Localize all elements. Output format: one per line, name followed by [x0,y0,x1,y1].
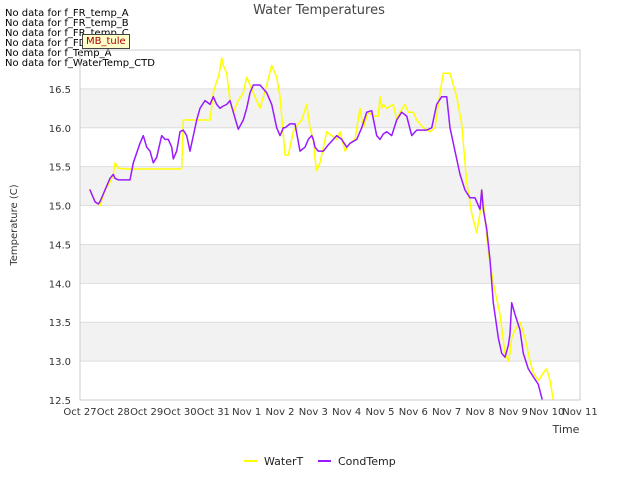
legend-label: CondTemp [338,455,396,468]
y-tick-label: 15.0 [49,202,71,213]
no-data-message: No data for f_FD_Temp_1 [5,38,130,49]
x-tick-label: Nov 5 [365,407,394,418]
y-tick-label: 14.5 [49,240,71,251]
y-axis-label: Temperature (C) [9,184,20,266]
x-tick-label: Nov 9 [499,407,528,418]
x-tick-label: Nov 11 [562,407,597,418]
y-tick-label: 14.0 [49,279,71,290]
y-tick-label: 16.5 [49,85,71,96]
no-data-message: No data for f_FR_temp_B [5,18,129,29]
site-tag: MB_tule [82,34,130,49]
y-tick-label: 16.0 [49,124,71,135]
series-line-watert [89,57,555,400]
x-tick-label: Nov 4 [332,407,361,418]
no-data-message: No data for f_Temp_A [5,48,112,59]
x-tick-label: Oct 28 [97,407,130,418]
no-data-message: No data for f_FR_temp_A [5,8,129,19]
x-axis-label: Time [552,423,580,436]
legend: WaterT CondTemp [244,455,396,468]
grid-band [80,166,580,206]
x-tick-label: Oct 30 [163,407,196,418]
y-tick-label: 12.5 [49,396,71,407]
x-tick-label: Nov 7 [432,407,461,418]
plot-frame [79,49,581,401]
x-tick-label: Oct 27 [63,407,96,418]
x-tick-label: Nov 6 [399,407,428,418]
x-tick-label: Nov 3 [299,407,328,418]
series-line-condtemp [89,84,544,400]
x-tick-label: Nov 1 [232,407,261,418]
x-tick-label: Nov 8 [465,407,494,418]
y-tick-label: 15.5 [49,163,71,174]
grid-band [80,88,580,128]
chart-title: Water Temperatures [253,3,385,18]
grid-band [80,244,580,284]
x-tick-label: Nov 10 [529,407,564,418]
x-tick-label: Oct 29 [130,407,163,418]
legend-label: WaterT [264,455,304,468]
x-tick-label: Oct 31 [197,407,230,418]
y-tick-label: 13.5 [49,318,71,329]
no-data-message: No data for f_FR_temp_C [5,28,129,39]
x-tick-label: Nov 2 [265,407,294,418]
y-tick-label: 13.0 [49,357,71,368]
